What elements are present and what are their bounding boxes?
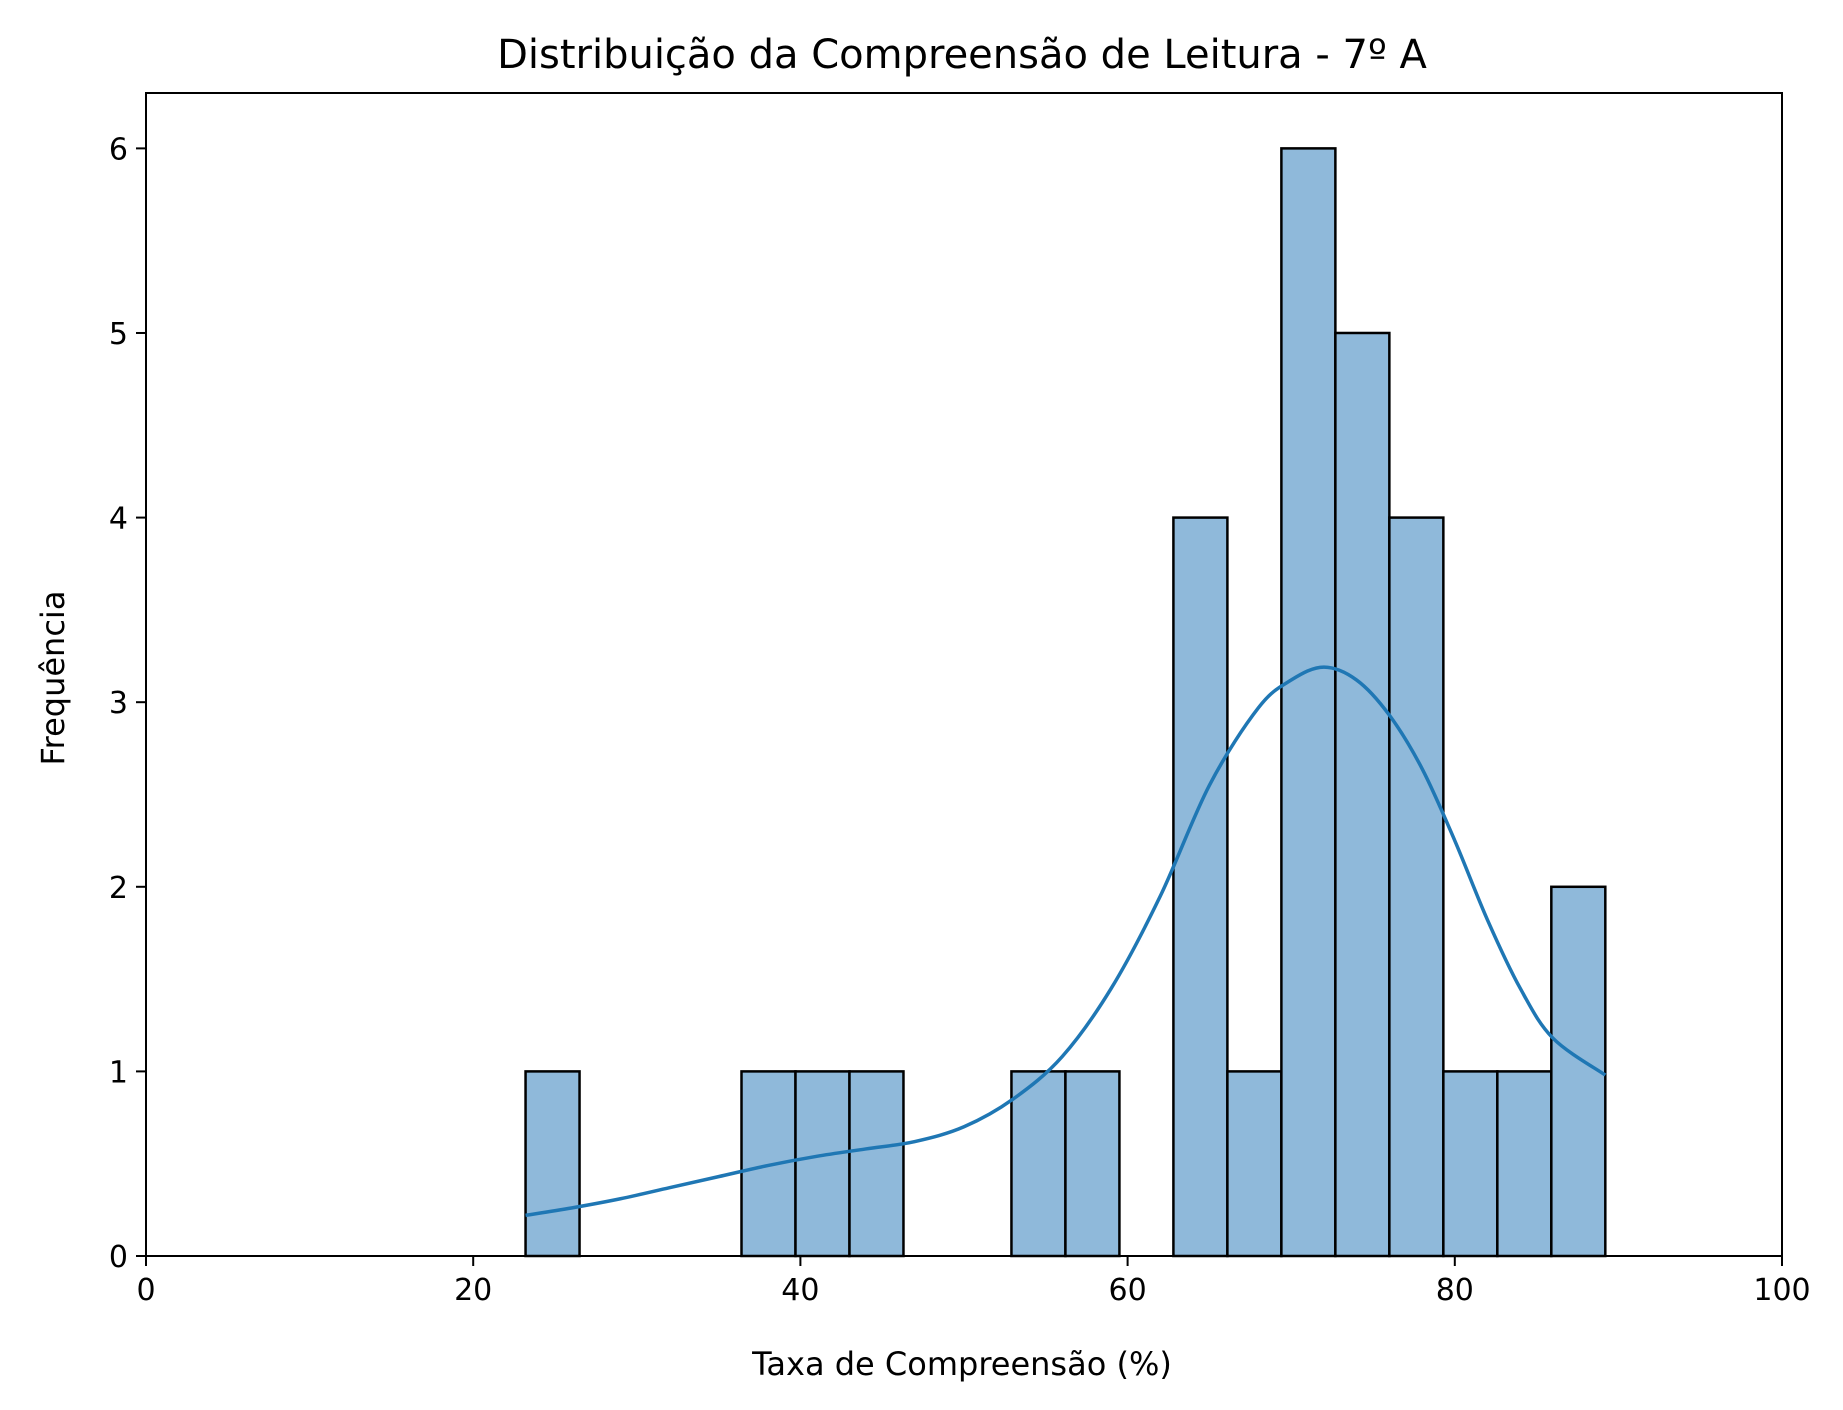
y-tick-label-1: 1 bbox=[109, 1055, 128, 1090]
histogram-bar-14 bbox=[1280, 147, 1337, 1258]
histogram-bar-10 bbox=[1064, 1070, 1121, 1258]
x-axis-label: Taxa de Compreensão (%) bbox=[751, 1345, 1172, 1383]
histogram-bar-15 bbox=[1334, 331, 1391, 1258]
histogram-bar-18 bbox=[1496, 1070, 1553, 1258]
y-tick-label-4: 4 bbox=[109, 502, 128, 537]
y-tick-label-2: 2 bbox=[109, 871, 128, 906]
histogram-bar-9 bbox=[1010, 1070, 1067, 1258]
kde-curve bbox=[525, 665, 1607, 1218]
x-tick-label-4: 80 bbox=[1436, 1273, 1474, 1308]
y-tick-label-6: 6 bbox=[109, 132, 128, 167]
x-tick-label-5: 100 bbox=[1753, 1273, 1810, 1308]
bars-group bbox=[524, 147, 1607, 1258]
chart-title: Distribuição da Compreensão de Leitura -… bbox=[497, 32, 1427, 78]
x-tick-label-2: 40 bbox=[781, 1273, 819, 1308]
histogram-bar-16 bbox=[1388, 516, 1445, 1258]
histogram-bar-12 bbox=[1172, 516, 1229, 1258]
y-tick-label-5: 5 bbox=[109, 317, 128, 352]
plot-frame bbox=[145, 92, 1783, 1257]
histogram-bar-6 bbox=[848, 1070, 905, 1258]
x-tick-label-3: 60 bbox=[1109, 1273, 1147, 1308]
y-axis-ticks: 0 1 2 3 4 5 6 bbox=[109, 132, 146, 1275]
x-axis-ticks: 0 20 40 60 80 100 bbox=[136, 1256, 1811, 1308]
x-tick-label-0: 0 bbox=[136, 1273, 155, 1308]
histogram-bar-19 bbox=[1550, 885, 1607, 1258]
histogram-bar-13 bbox=[1226, 1070, 1283, 1258]
histogram-bar-5 bbox=[794, 1070, 851, 1258]
y-axis-label: Frequência bbox=[34, 591, 72, 766]
histogram-bar-17 bbox=[1442, 1070, 1499, 1258]
y-tick-label-3: 3 bbox=[109, 686, 128, 721]
x-tick-label-1: 20 bbox=[454, 1273, 492, 1308]
histogram-bar-0 bbox=[524, 1070, 581, 1258]
y-tick-label-0: 0 bbox=[109, 1240, 128, 1275]
